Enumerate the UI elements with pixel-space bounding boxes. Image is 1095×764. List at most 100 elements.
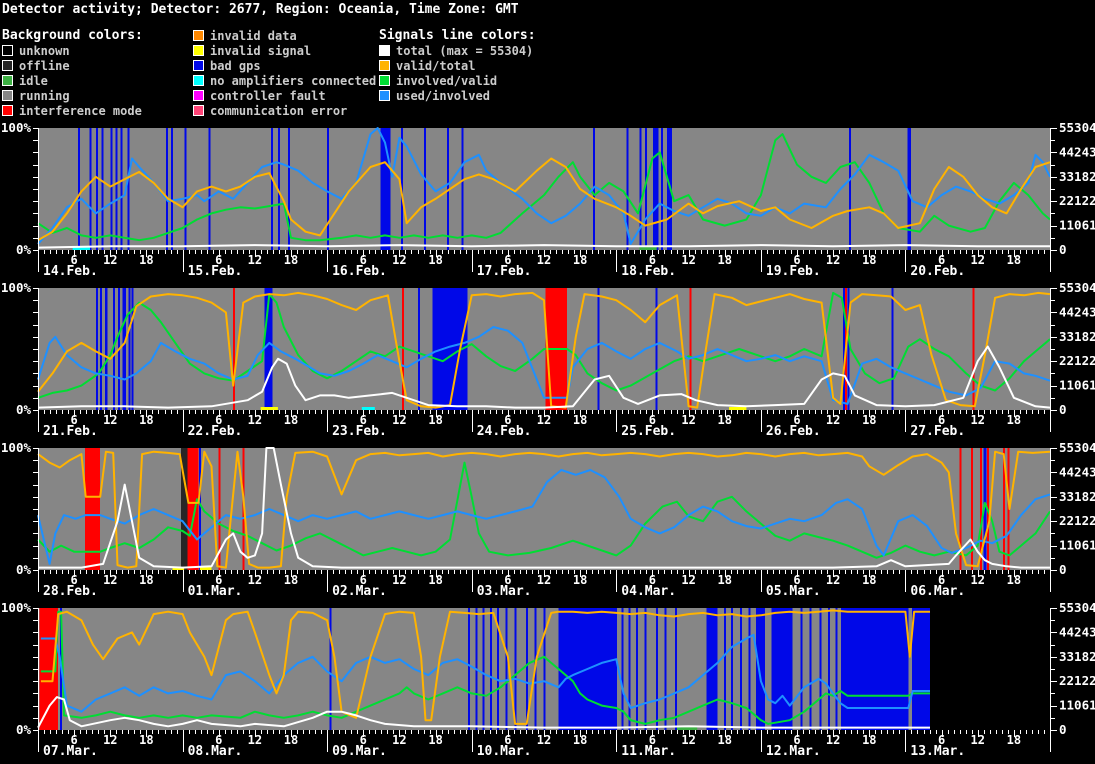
hour-label: 6: [793, 413, 800, 427]
hour-label: 18: [573, 733, 587, 747]
hour-label: 18: [139, 573, 153, 587]
bad-gps-swatch: [193, 60, 204, 71]
status-stripe-bad-gps: [628, 608, 631, 730]
hour-label: 18: [1007, 253, 1021, 267]
legend-item-running: running: [2, 88, 143, 103]
hour-label: 12: [392, 733, 406, 747]
hour-label: 12: [970, 733, 984, 747]
legend-label: total (max = 55304): [396, 43, 534, 58]
hour-label: 18: [862, 413, 876, 427]
legend-header-1: Background colors:: [2, 28, 143, 43]
valid-total-swatch: [379, 60, 390, 71]
legend-label: bad gps: [210, 58, 261, 73]
status-stripe-interference: [85, 448, 101, 570]
legend-label: idle: [19, 73, 48, 88]
series-line-involved-valid: [40, 610, 930, 725]
hour-label: 12: [248, 733, 262, 747]
hour-label: 6: [793, 253, 800, 267]
status-stripe-bad-gps: [543, 608, 546, 730]
status-stripe-bad-gps: [110, 128, 113, 250]
series-line-involved-valid: [37, 291, 1051, 399]
series-line-used-involved: [37, 127, 1051, 245]
day-label: 03.Mar.: [477, 584, 532, 599]
hour-label: 18: [284, 253, 298, 267]
hour-label: 12: [248, 413, 262, 427]
legend-item-comm-error: communication error: [193, 103, 376, 118]
hour-label: 6: [504, 253, 511, 267]
day-label: 15.Feb.: [188, 264, 243, 279]
day-label: 02.Mar.: [332, 584, 387, 599]
hour-label: 12: [537, 573, 551, 587]
legend-label: running: [19, 88, 70, 103]
legend-item-invalid-signal: invalid signal: [193, 43, 376, 58]
hour-label: 6: [215, 413, 222, 427]
status-stripe-bad-gps: [593, 128, 596, 250]
status-stripe-bad-gps: [891, 288, 894, 410]
bottom-strip-invalid-signal: [172, 567, 185, 570]
left-axis-min-label: 0%: [16, 562, 32, 577]
day-label: 28.Feb.: [43, 584, 98, 599]
status-stripe-bad-gps: [771, 608, 793, 730]
hour-label: 12: [970, 573, 984, 587]
legend-item-total: total (max = 55304): [379, 43, 536, 58]
hour-label: 18: [573, 573, 587, 587]
hour-label: 6: [649, 733, 656, 747]
hour-label: 18: [428, 573, 442, 587]
day-label: 26.Feb.: [766, 424, 821, 439]
hour-label: 18: [139, 253, 153, 267]
hour-label: 6: [793, 573, 800, 587]
status-stripe-bad-gps: [171, 128, 173, 250]
day-label: 21.Feb.: [43, 424, 98, 439]
right-axis-label: 44243: [1059, 144, 1095, 159]
hour-label: 18: [284, 413, 298, 427]
hour-label: 18: [717, 733, 731, 747]
day-label: 13.Mar.: [910, 744, 965, 759]
status-stripe-interference: [979, 448, 982, 570]
status-stripe-bad-gps: [104, 288, 108, 410]
series-line-total: [37, 244, 1050, 249]
status-stripe-bad-gps: [911, 608, 930, 730]
legend-item-interference: interference mode: [2, 103, 143, 118]
day-label: 05.Mar.: [766, 584, 821, 599]
day-label: 04.Mar.: [621, 584, 676, 599]
status-stripe-bad-gps: [184, 128, 187, 250]
left-axis-max-label: 100%: [1, 440, 32, 455]
status-stripe-bad-gps: [755, 608, 766, 730]
status-stripe-bad-gps: [489, 608, 492, 730]
status-stripe-bad-gps: [208, 128, 211, 250]
right-axis-label: 0: [1059, 402, 1067, 417]
day-label: 01.Mar.: [188, 584, 243, 599]
legend-column-2: invalid data invalid signal bad gps no ampl…: [193, 28, 376, 118]
hour-label: 18: [862, 733, 876, 747]
hour-label: 6: [70, 733, 77, 747]
bottom-strip-idle: [677, 727, 698, 730]
status-stripe-interference: [402, 288, 404, 410]
legend-item-offline: offline: [2, 58, 143, 73]
no-amps-swatch: [193, 75, 204, 86]
status-stripe-bad-gps: [89, 128, 92, 250]
hour-label: 6: [504, 573, 511, 587]
day-label: 23.Feb.: [332, 424, 387, 439]
legend-header-3: Signals line colors:: [379, 28, 536, 43]
week-chart-svg: 55304 44243 33182 22122 11061 0 100% 0% 6 12 18 28.…: [1, 440, 1095, 599]
hour-label: 18: [862, 573, 876, 587]
hour-label: 18: [139, 413, 153, 427]
left-axis-min-label: 0%: [16, 242, 32, 257]
status-stripe-bad-gps: [621, 608, 624, 730]
hour-label: 12: [103, 573, 117, 587]
status-stripe-bad-gps: [635, 608, 638, 730]
status-stripe-bad-gps: [525, 608, 528, 730]
day-label: 12.Mar.: [766, 744, 821, 759]
day-label: 09.Mar.: [332, 744, 387, 759]
series-line-valid-total: [37, 450, 1051, 569]
day-label: 11.Mar.: [621, 744, 676, 759]
status-stripe-bad-gps: [739, 608, 742, 730]
hour-label: 12: [103, 413, 117, 427]
hour-label: 12: [681, 733, 695, 747]
status-stripe-bad-gps: [424, 128, 426, 250]
right-axis-label: 33182: [1059, 169, 1095, 184]
right-axis-label: 33182: [1059, 489, 1095, 504]
right-axis-label: 11061: [1059, 698, 1095, 713]
status-stripe-bad-gps: [270, 128, 273, 250]
unknown-swatch: [2, 45, 13, 56]
